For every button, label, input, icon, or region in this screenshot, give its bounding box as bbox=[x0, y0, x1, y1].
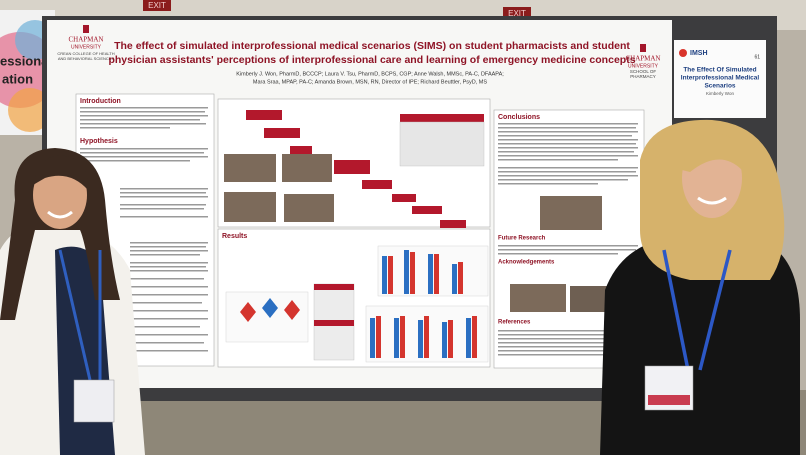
poster-authors: Mara Sraa, MPAP, PA-C; Amanda Brown, MSN… bbox=[253, 79, 487, 85]
card-title: The Effect Of Simulated bbox=[683, 67, 756, 74]
exit-text: EXIT bbox=[148, 1, 166, 10]
logo-mark bbox=[640, 44, 646, 52]
logo-text: PHARMACY bbox=[630, 74, 656, 79]
banner-graphic bbox=[8, 88, 52, 132]
table bbox=[399, 121, 485, 167]
card-name: Kimberly Won bbox=[706, 91, 734, 96]
poster-title: The effect of simulated interprofessiona… bbox=[114, 40, 630, 52]
logo-text: SCHOOL OF bbox=[630, 69, 657, 74]
logo-text: CHAPMAN bbox=[68, 36, 103, 44]
photo-thumbnail bbox=[224, 154, 334, 222]
photo-thumbnail bbox=[540, 196, 602, 230]
section-heading: Hypothesis bbox=[80, 138, 118, 145]
card-title: Interprofessional Medical bbox=[681, 75, 760, 82]
chart-graphic bbox=[225, 245, 489, 363]
person-left bbox=[0, 148, 145, 455]
section-heading: Conclusions bbox=[498, 114, 540, 121]
logo-text: CREAN COLLEGE OF HEALTH bbox=[57, 51, 114, 56]
exit-text: EXIT bbox=[508, 9, 526, 18]
poster-authors: Kimberly J. Won, PharmD, BCCCP; Laura V.… bbox=[236, 71, 504, 77]
card-title: Scenarios bbox=[704, 83, 735, 90]
side-card bbox=[674, 40, 766, 118]
card-number: 61 bbox=[754, 54, 760, 60]
banner-text: essional bbox=[0, 53, 52, 68]
logo-mark bbox=[83, 25, 89, 33]
person-right bbox=[600, 119, 800, 455]
exit-sign bbox=[143, 0, 171, 11]
section-heading: Introduction bbox=[80, 98, 121, 105]
photo-thumbnail bbox=[510, 284, 566, 312]
poster-title: physician assistants' perceptions of int… bbox=[108, 54, 635, 66]
logo-text: UNIVERSITY bbox=[71, 44, 102, 50]
logo-text: CHAPMAN bbox=[625, 55, 660, 63]
section-heading: Future Research bbox=[498, 236, 546, 242]
body-text bbox=[80, 107, 208, 352]
logo-text: AND BEHAVIORAL SCIENCES bbox=[58, 56, 115, 61]
flowchart bbox=[246, 110, 484, 228]
card-logo bbox=[679, 49, 687, 57]
card-brand: IMSH bbox=[690, 50, 708, 57]
banner-text: ation bbox=[2, 71, 33, 86]
section-heading: References bbox=[498, 320, 531, 326]
body-text bbox=[498, 123, 638, 356]
section-heading: Results bbox=[222, 233, 247, 240]
logo-text: UNIVERSITY bbox=[628, 63, 659, 69]
section-heading: Acknowledgements bbox=[498, 260, 555, 266]
